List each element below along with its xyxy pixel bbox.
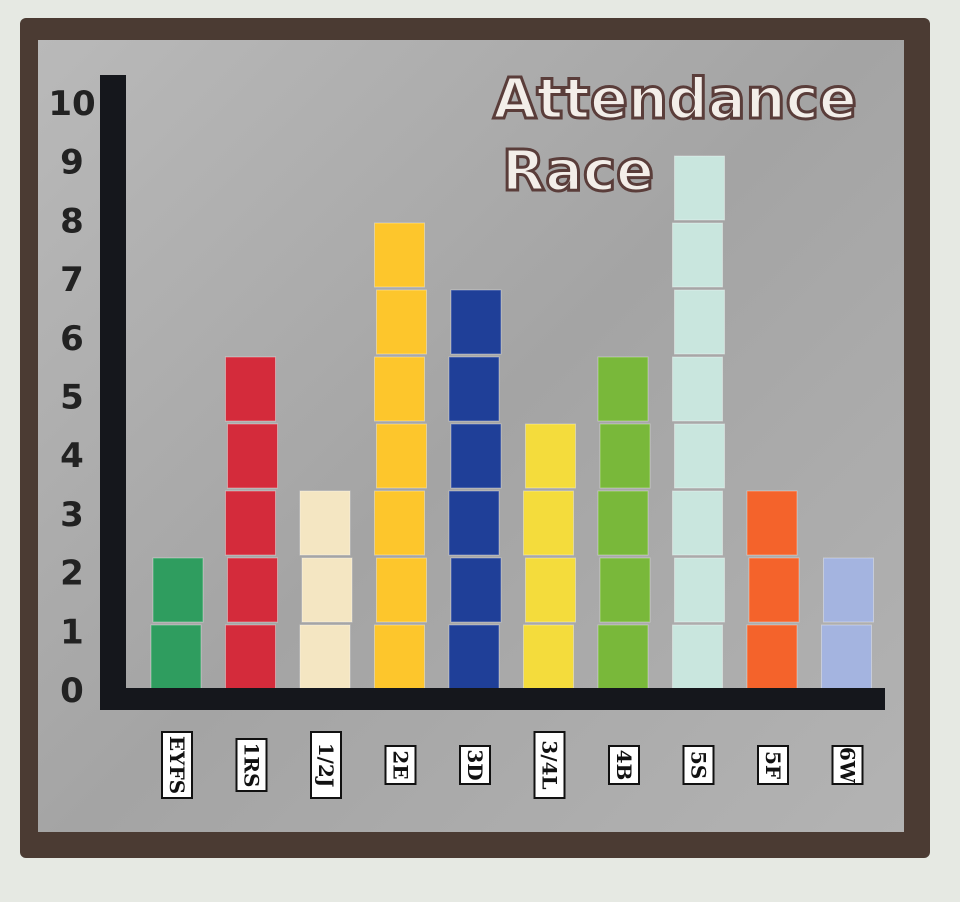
bar-square xyxy=(674,155,725,221)
bar-square xyxy=(299,490,351,556)
svg-text:3D: 3D xyxy=(463,749,487,780)
bar-square xyxy=(225,356,276,422)
x-tick-label: 4B xyxy=(608,745,640,785)
bar-3/4L xyxy=(523,423,576,690)
bar-square xyxy=(152,557,204,623)
bar-square xyxy=(374,490,425,556)
bar-square xyxy=(599,557,651,623)
bar-square xyxy=(301,557,353,623)
bar-square xyxy=(227,557,278,623)
x-tick-label: 3D xyxy=(459,745,491,785)
bar-square xyxy=(823,557,874,623)
x-axis-line xyxy=(100,688,885,710)
x-tick-label: 1RS xyxy=(235,738,268,792)
bar-square xyxy=(227,423,278,489)
x-tick-label: 6W xyxy=(831,745,864,785)
y-axis-line xyxy=(100,75,126,707)
bar-square xyxy=(597,490,649,556)
svg-text:EYFS: EYFS xyxy=(165,736,189,794)
bar-square xyxy=(525,557,576,623)
bar-4B xyxy=(597,356,651,690)
bar-square xyxy=(448,624,500,690)
svg-text:2E: 2E xyxy=(389,750,413,779)
bar-3D xyxy=(448,289,502,690)
bar-square xyxy=(450,289,502,355)
bar-square xyxy=(672,624,723,690)
y-tick-label: 6 xyxy=(60,319,84,359)
bar-square xyxy=(374,356,425,422)
bar-5S xyxy=(672,155,725,690)
y-tick-label: 10 xyxy=(48,84,95,124)
bar-square xyxy=(374,222,425,288)
bar-square xyxy=(672,490,723,556)
x-tick-label: 3/4L xyxy=(533,731,566,799)
bar-square xyxy=(376,289,427,355)
bar-square xyxy=(448,356,500,422)
svg-text:1RS: 1RS xyxy=(240,743,264,788)
bar-square xyxy=(746,624,798,690)
bar-square xyxy=(376,423,427,489)
bar-square xyxy=(525,423,576,489)
x-tick-label: 1/2J xyxy=(310,731,342,799)
y-tick-label: 7 xyxy=(60,260,84,300)
bar-6W xyxy=(821,557,874,690)
y-tick-label: 8 xyxy=(60,201,84,241)
bar-square xyxy=(450,423,502,489)
bar-square xyxy=(746,490,798,556)
bar-square xyxy=(225,490,276,556)
bar-square xyxy=(674,557,725,623)
x-tick-label: 2E xyxy=(384,745,417,785)
bar-square xyxy=(225,624,276,690)
y-tick-label: 9 xyxy=(60,143,84,183)
bar-square xyxy=(523,490,574,556)
bar-square xyxy=(674,289,725,355)
bar-1/2J xyxy=(299,490,353,690)
bar-EYFS xyxy=(150,557,204,690)
bar-square xyxy=(599,423,651,489)
y-tick-label: 1 xyxy=(60,612,84,652)
svg-text:5F: 5F xyxy=(761,751,785,779)
chart-title-line-2: Race xyxy=(502,139,654,204)
y-tick-label: 5 xyxy=(60,378,84,418)
y-tick-label: 3 xyxy=(60,495,84,535)
x-tick-label: 5F xyxy=(757,745,789,785)
bar-square xyxy=(597,624,649,690)
y-tick-label: 4 xyxy=(60,436,84,476)
bar-square xyxy=(299,624,351,690)
svg-text:5S: 5S xyxy=(687,751,711,779)
svg-text:1/2J: 1/2J xyxy=(314,743,338,788)
bar-2E xyxy=(374,222,427,690)
bar-square xyxy=(450,557,502,623)
bar-square xyxy=(448,490,500,556)
bar-square xyxy=(376,557,427,623)
svg-text:3/4L: 3/4L xyxy=(538,740,562,789)
x-tick-label: 5S xyxy=(682,745,715,785)
bar-square xyxy=(597,356,649,422)
bar-square xyxy=(674,423,725,489)
chart-title-line-1: Attendance xyxy=(493,67,857,132)
bar-1RS xyxy=(225,356,278,690)
bar-square xyxy=(672,356,723,422)
bar-square xyxy=(150,624,202,690)
bar-square xyxy=(821,624,872,690)
bar-square xyxy=(523,624,574,690)
svg-text:4B: 4B xyxy=(612,750,636,781)
y-tick-label: 0 xyxy=(60,671,84,711)
bar-square xyxy=(672,222,723,288)
x-tick-label: EYFS xyxy=(161,731,193,799)
bar-square xyxy=(374,624,425,690)
bar-square xyxy=(748,557,800,623)
y-tick-label: 2 xyxy=(60,554,84,594)
bar-5F xyxy=(746,490,800,690)
svg-text:6W: 6W xyxy=(836,747,860,784)
